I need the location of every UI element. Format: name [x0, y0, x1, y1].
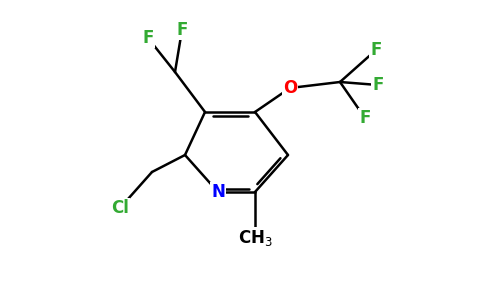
Text: Cl: Cl — [111, 199, 129, 217]
Text: F: F — [372, 76, 384, 94]
Text: F: F — [176, 21, 188, 39]
Text: N: N — [211, 183, 225, 201]
Text: CH$_3$: CH$_3$ — [238, 228, 272, 248]
Text: F: F — [359, 109, 371, 127]
Text: F: F — [142, 29, 154, 47]
Text: F: F — [370, 41, 382, 59]
Text: O: O — [283, 79, 297, 97]
